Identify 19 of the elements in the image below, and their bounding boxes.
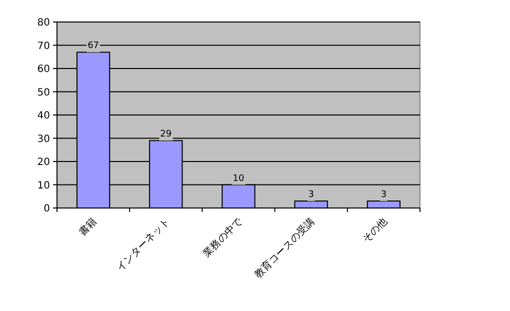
y-tick-label: 70 [37, 40, 50, 52]
data-label: 67 [88, 41, 100, 52]
y-tick-label: 0 [44, 204, 50, 214]
y-tick-label: 20 [37, 157, 50, 168]
y-tick-label: 50 [37, 87, 50, 98]
y-tick-label: 10 [37, 180, 50, 192]
y-tick-label: 30 [37, 134, 50, 145]
x-tick-label: その他 [360, 216, 390, 246]
y-tick-label: 40 [37, 110, 50, 122]
y-tick-label: 80 [37, 18, 50, 28]
x-tick-label: インターネット [114, 216, 172, 274]
data-label: 29 [160, 130, 172, 140]
x-tick-label: 書籍 [76, 216, 100, 238]
data-label: 3 [380, 190, 387, 200]
data-label: 10 [232, 174, 244, 184]
x-tick-label: 教育コースの受講 [252, 216, 318, 281]
y-tick-label: 60 [37, 64, 50, 75]
data-label: 3 [308, 190, 314, 200]
x-tick-label: 業務の中で [200, 214, 246, 260]
